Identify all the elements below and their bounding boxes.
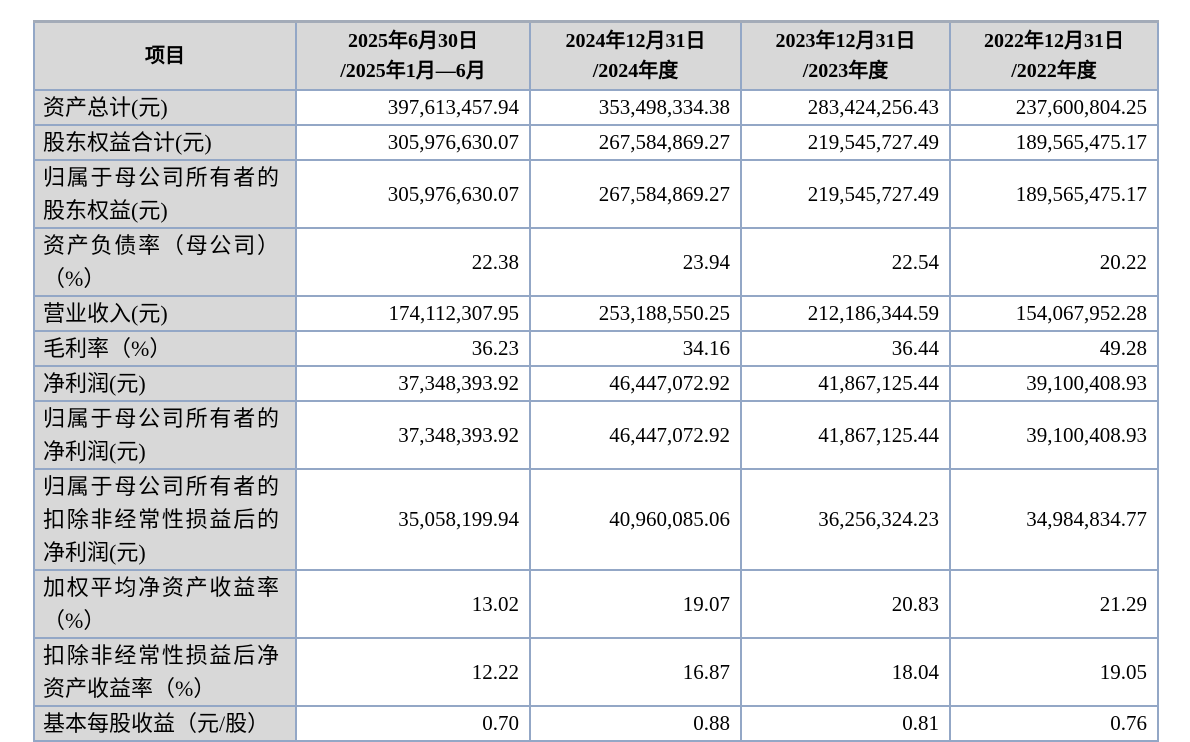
cell-value: 397,613,457.94 <box>295 89 531 126</box>
cell-value: 36,256,324.23 <box>740 468 951 571</box>
cell-value: 40,960,085.06 <box>529 468 742 571</box>
cell-value: 19.07 <box>529 569 742 639</box>
table-row: 资产总计(元) 397,613,457.94 353,498,334.38 28… <box>33 89 1159 126</box>
row-label: 股东权益合计(元) <box>33 124 297 161</box>
cell-value: 36.44 <box>740 330 951 367</box>
cell-value: 12.22 <box>295 637 531 707</box>
cell-value: 20.22 <box>949 227 1159 297</box>
financial-summary-table: 项目 2025年6月30日 /2025年1月—6月 2024年12月31日 /2… <box>33 20 1159 742</box>
cell-value: 189,565,475.17 <box>949 124 1159 161</box>
cell-value: 237,600,804.25 <box>949 89 1159 126</box>
cell-value: 174,112,307.95 <box>295 295 531 332</box>
cell-value: 34.16 <box>529 330 742 367</box>
table-row: 营业收入(元) 174,112,307.95 253,188,550.25 21… <box>33 295 1159 332</box>
row-label: 加权平均净资产收益率（%） <box>33 569 297 639</box>
cell-value: 305,976,630.07 <box>295 159 531 229</box>
cell-value: 21.29 <box>949 569 1159 639</box>
row-label: 扣除非经常性损益后净资产收益率（%） <box>33 637 297 707</box>
cell-value: 18.04 <box>740 637 951 707</box>
cell-value: 37,348,393.92 <box>295 365 531 402</box>
table-header-row: 项目 2025年6月30日 /2025年1月—6月 2024年12月31日 /2… <box>33 20 1159 91</box>
cell-value: 267,584,869.27 <box>529 159 742 229</box>
row-label: 净利润(元) <box>33 365 297 402</box>
row-label: 归属于母公司所有者的股东权益(元) <box>33 159 297 229</box>
cell-value: 212,186,344.59 <box>740 295 951 332</box>
cell-value: 23.94 <box>529 227 742 297</box>
cell-value: 0.70 <box>295 705 531 742</box>
cell-value: 46,447,072.92 <box>529 400 742 470</box>
column-header-item: 项目 <box>33 20 297 91</box>
cell-value: 22.38 <box>295 227 531 297</box>
table-row: 净利润(元) 37,348,393.92 46,447,072.92 41,86… <box>33 365 1159 402</box>
cell-value: 219,545,727.49 <box>740 159 951 229</box>
column-header-2025: 2025年6月30日 /2025年1月—6月 <box>295 20 531 91</box>
cell-value: 49.28 <box>949 330 1159 367</box>
column-header-2023: 2023年12月31日 /2023年度 <box>740 20 951 91</box>
cell-value: 41,867,125.44 <box>740 365 951 402</box>
cell-value: 36.23 <box>295 330 531 367</box>
cell-value: 253,188,550.25 <box>529 295 742 332</box>
row-label: 归属于母公司所有者的净利润(元) <box>33 400 297 470</box>
table-row: 股东权益合计(元) 305,976,630.07 267,584,869.27 … <box>33 124 1159 161</box>
row-label: 归属于母公司所有者的扣除非经常性损益后的净利润(元) <box>33 468 297 571</box>
row-label: 毛利率（%） <box>33 330 297 367</box>
cell-value: 305,976,630.07 <box>295 124 531 161</box>
cell-value: 41,867,125.44 <box>740 400 951 470</box>
table-row: 归属于母公司所有者的股东权益(元) 305,976,630.07 267,584… <box>33 159 1159 229</box>
table-row: 归属于母公司所有者的扣除非经常性损益后的净利润(元) 35,058,199.94… <box>33 468 1159 571</box>
cell-value: 19.05 <box>949 637 1159 707</box>
cell-value: 34,984,834.77 <box>949 468 1159 571</box>
table-row: 毛利率（%） 36.23 34.16 36.44 49.28 <box>33 330 1159 367</box>
column-header-2022: 2022年12月31日 /2022年度 <box>949 20 1159 91</box>
cell-value: 353,498,334.38 <box>529 89 742 126</box>
row-label: 营业收入(元) <box>33 295 297 332</box>
cell-value: 39,100,408.93 <box>949 400 1159 470</box>
column-header-2024: 2024年12月31日 /2024年度 <box>529 20 742 91</box>
cell-value: 39,100,408.93 <box>949 365 1159 402</box>
cell-value: 219,545,727.49 <box>740 124 951 161</box>
table-row: 基本每股收益（元/股） 0.70 0.88 0.81 0.76 <box>33 705 1159 742</box>
cell-value: 0.88 <box>529 705 742 742</box>
table-row: 加权平均净资产收益率（%） 13.02 19.07 20.83 21.29 <box>33 569 1159 639</box>
table-row: 扣除非经常性损益后净资产收益率（%） 12.22 16.87 18.04 19.… <box>33 637 1159 707</box>
cell-value: 22.54 <box>740 227 951 297</box>
cell-value: 283,424,256.43 <box>740 89 951 126</box>
table-row: 资产负债率（母公司）（%） 22.38 23.94 22.54 20.22 <box>33 227 1159 297</box>
cell-value: 16.87 <box>529 637 742 707</box>
cell-value: 35,058,199.94 <box>295 468 531 571</box>
row-label: 资产总计(元) <box>33 89 297 126</box>
table-row: 归属于母公司所有者的净利润(元) 37,348,393.92 46,447,07… <box>33 400 1159 470</box>
cell-value: 189,565,475.17 <box>949 159 1159 229</box>
cell-value: 0.76 <box>949 705 1159 742</box>
cell-value: 0.81 <box>740 705 951 742</box>
cell-value: 13.02 <box>295 569 531 639</box>
cell-value: 46,447,072.92 <box>529 365 742 402</box>
cell-value: 37,348,393.92 <box>295 400 531 470</box>
row-label: 资产负债率（母公司）（%） <box>33 227 297 297</box>
cell-value: 20.83 <box>740 569 951 639</box>
cell-value: 154,067,952.28 <box>949 295 1159 332</box>
row-label: 基本每股收益（元/股） <box>33 705 297 742</box>
cell-value: 267,584,869.27 <box>529 124 742 161</box>
